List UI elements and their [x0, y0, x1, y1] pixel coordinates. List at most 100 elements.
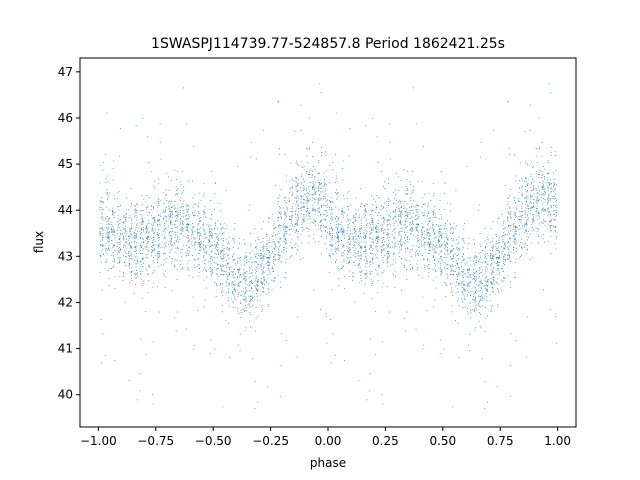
data-point [403, 265, 405, 267]
data-point [292, 203, 294, 205]
data-point [164, 236, 165, 238]
data-point [553, 172, 554, 174]
data-point [492, 271, 494, 272]
data-point [370, 226, 372, 228]
data-point [204, 232, 206, 234]
data-point [137, 261, 139, 263]
data-point [134, 216, 135, 218]
data-point [502, 259, 504, 260]
data-point [289, 245, 291, 246]
data-point [426, 310, 428, 311]
data-point [381, 242, 383, 244]
data-point [163, 191, 165, 193]
data-point [251, 299, 252, 300]
data-point [145, 246, 147, 248]
data-point [366, 219, 367, 221]
data-point [510, 188, 511, 190]
data-point [410, 184, 411, 185]
data-point [321, 183, 323, 185]
data-point [348, 155, 350, 157]
data-point [451, 283, 453, 285]
data-point [409, 252, 411, 254]
data-point [521, 238, 522, 240]
data-point [152, 237, 154, 238]
data-point [142, 118, 144, 119]
data-point [331, 201, 333, 203]
data-point [130, 254, 132, 256]
data-point [154, 240, 156, 242]
data-point [525, 253, 527, 255]
data-point [510, 217, 512, 219]
data-point [508, 242, 510, 243]
data-point [502, 261, 504, 262]
data-point [443, 257, 445, 258]
data-point [125, 241, 127, 243]
data-point [255, 261, 257, 263]
data-point [532, 206, 534, 208]
data-point [101, 289, 103, 291]
data-point [348, 262, 349, 264]
data-point [318, 211, 320, 213]
data-point [530, 207, 531, 209]
data-point [440, 225, 441, 226]
data-point [514, 228, 516, 230]
data-point [376, 253, 378, 255]
data-point [513, 211, 515, 213]
data-point [153, 206, 154, 208]
data-point [421, 229, 422, 231]
data-point [174, 265, 175, 267]
data-point [331, 237, 333, 239]
data-point [508, 258, 510, 260]
data-point [222, 294, 224, 296]
data-point [429, 246, 431, 248]
data-point [200, 227, 201, 229]
data-point [214, 183, 216, 184]
data-point [143, 248, 144, 250]
data-point [467, 307, 469, 309]
data-point [255, 278, 257, 279]
data-point [527, 184, 528, 186]
data-point [149, 264, 150, 266]
data-point [217, 249, 218, 251]
data-point [211, 228, 213, 230]
data-point [392, 263, 394, 265]
data-point [157, 286, 159, 288]
data-point [211, 235, 212, 236]
data-point [417, 247, 419, 248]
data-point [516, 226, 518, 228]
data-point [326, 200, 328, 201]
data-point [228, 236, 230, 238]
data-point [349, 233, 351, 235]
data-point [547, 182, 549, 184]
data-point [131, 220, 132, 222]
data-point [258, 255, 259, 256]
data-point [272, 268, 274, 269]
data-point [255, 307, 257, 308]
data-point [283, 235, 284, 237]
data-point [365, 266, 367, 268]
data-point [508, 153, 510, 155]
data-point [175, 214, 177, 216]
data-point [188, 235, 190, 237]
data-point [434, 216, 436, 218]
data-point [237, 289, 239, 291]
data-point [146, 195, 148, 196]
data-point [145, 227, 147, 228]
data-point [519, 234, 520, 236]
data-point [330, 217, 331, 219]
data-point [188, 208, 189, 210]
data-point [418, 231, 420, 233]
data-point [188, 253, 190, 255]
data-point [323, 209, 325, 211]
data-point [182, 245, 184, 247]
data-point [301, 223, 303, 225]
data-point [387, 256, 389, 258]
data-point [289, 191, 290, 193]
data-point [556, 232, 558, 234]
data-point [141, 270, 143, 272]
data-point [273, 261, 274, 262]
data-point [329, 231, 331, 232]
data-point [532, 179, 534, 181]
data-point [176, 241, 177, 243]
data-point [542, 238, 544, 240]
